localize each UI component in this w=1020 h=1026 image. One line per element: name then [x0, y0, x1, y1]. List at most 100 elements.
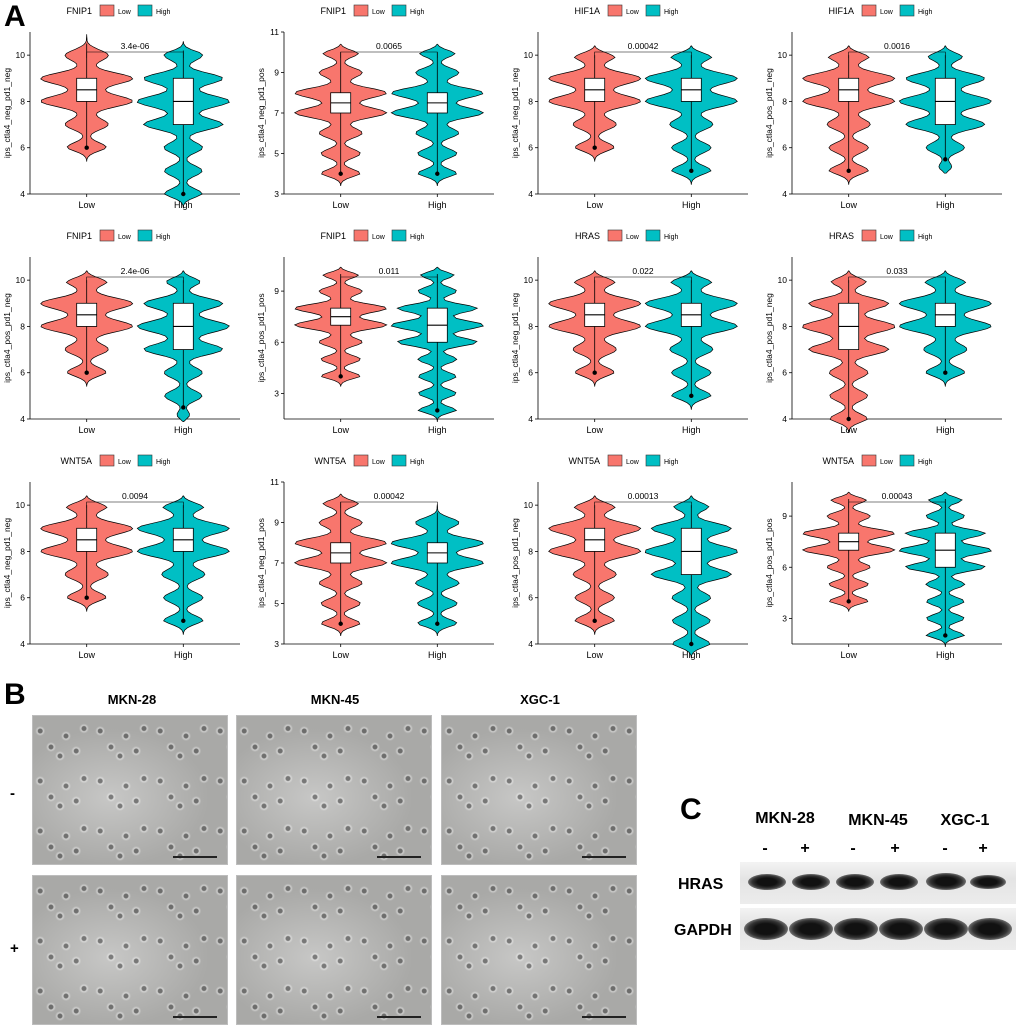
micro-image-xgc1-minus — [441, 715, 637, 865]
y-tick-label: 4 — [20, 189, 25, 199]
violin-panel: WNT5A Low High 4 6 8 10 Low High ips_ctla4_neg_pd… — [2, 454, 240, 660]
legend-gene-label: WNT5A — [315, 456, 347, 466]
legend-label-low: Low — [626, 459, 640, 466]
y-axis-label: ips_ctla4_neg_pd1_neg — [2, 518, 12, 609]
outlier-low — [338, 171, 343, 176]
legend-swatch-high — [391, 454, 407, 467]
legend-swatch-high — [645, 454, 661, 467]
blot-protein-label-hras: HRAS — [678, 876, 724, 893]
y-tick-label: 10 — [778, 50, 788, 60]
outlier-high — [181, 191, 186, 197]
y-tick-label: 4 — [20, 639, 25, 649]
micro-column-label-xgc1: XGC-1 — [520, 692, 560, 707]
panel-letter-a: A — [4, 0, 26, 33]
blot-sign-1: - — [762, 840, 768, 857]
legend-gene-label: WNT5A — [569, 456, 601, 466]
y-tick-label: 6 — [528, 593, 533, 603]
violin-panel: HIF1A Low High 4 6 8 10 Low High ips_ctla4_neg_pd… — [510, 4, 748, 210]
micro-column-label-mkn45: MKN-45 — [310, 692, 360, 707]
y-tick-label: 11 — [270, 477, 279, 487]
legend-swatch-high — [899, 4, 915, 17]
y-axis-label: ips_ctla4_pos_pd1_neg — [764, 68, 774, 158]
x-tick-label: Low — [332, 425, 349, 435]
y-axis-label: ips_ctla4_pos_pd1_neg — [2, 293, 12, 383]
y-tick-label: 6 — [274, 337, 279, 347]
violin-panel: WNT5ALowHigh46810LowHighips_ctla4_pos_pd… — [510, 454, 748, 660]
p-value-label: 0.00043 — [882, 491, 913, 501]
legend-swatch-low — [607, 4, 623, 17]
blot-sign-3: - — [850, 840, 856, 857]
y-tick-label: 10 — [524, 50, 534, 60]
y-tick-label: 6 — [782, 143, 787, 153]
blot-column-label-mkn45: MKN-45 — [848, 812, 908, 829]
y-tick-label: 10 — [16, 275, 26, 285]
y-axis-label: ips_ctla4_neg_pd1_neg — [510, 68, 520, 159]
legend-swatch-high — [391, 229, 407, 242]
y-tick-label: 6 — [528, 143, 533, 153]
significance-bracket — [594, 276, 692, 283]
y-tick-label: 4 — [782, 189, 787, 199]
p-value-label: 0.0016 — [884, 41, 910, 51]
legend-swatch-low — [861, 4, 877, 17]
legend-label-high: High — [156, 234, 171, 241]
y-tick-label: 8 — [528, 96, 533, 106]
legend-gene-label: WNT5A — [61, 456, 93, 466]
legend-label-low: Low — [880, 9, 894, 16]
legend-swatch-high — [899, 229, 915, 242]
y-axis-label: ips_ctla4_neg_pd1_neg — [510, 293, 520, 384]
violin-panel: HIF1A Low High 4 6 8 10 Low High ips_ctla4_pos_pd… — [764, 4, 1002, 210]
x-tick-label: High — [682, 425, 701, 435]
violin-panel: FNIP1 Low High 3 5 7 9 11 Low High ips_ctla4_neg_p… — [256, 4, 494, 210]
significance-bracket — [340, 51, 438, 58]
significance-bracket — [848, 276, 946, 283]
blot-sign-5: - — [942, 840, 948, 857]
y-tick-label: 10 — [778, 275, 788, 285]
x-tick-label: Low — [840, 200, 857, 210]
p-value-label: 0.00042 — [628, 41, 659, 51]
y-tick-label: 7 — [274, 108, 279, 118]
legend-label-low: Low — [372, 234, 386, 241]
y-tick-label: 4 — [528, 639, 533, 649]
y-axis-label: ips_ctla4_pos_pd1_pos — [256, 293, 266, 382]
legend-label-low: Low — [880, 234, 894, 241]
violin-panel: FNIP1 Low High 4 6 8 10 Low High ips_ctla4_pos_pd… — [2, 229, 240, 435]
legend-label-low: Low — [118, 9, 132, 16]
outlier-high — [435, 408, 440, 413]
outlier-high — [689, 168, 694, 174]
micro-row-label-plus: + — [10, 940, 19, 957]
outlier-high — [181, 618, 186, 624]
y-tick-label: 8 — [782, 321, 787, 331]
y-tick-label: 8 — [20, 321, 25, 331]
y-tick-label: 4 — [528, 414, 533, 424]
y-tick-label: 9 — [782, 511, 787, 521]
y-axis-label: ips_ctla4_pos_pd1_neg — [510, 518, 520, 608]
blot-column-label-xgc1: XGC-1 — [940, 812, 990, 829]
y-tick-label: 4 — [782, 414, 787, 424]
significance-bracket — [594, 501, 692, 508]
x-tick-label: High — [936, 425, 955, 435]
legend-label-high: High — [918, 9, 933, 16]
x-tick-label: High — [428, 650, 447, 660]
p-value-label: 0.00042 — [374, 491, 405, 501]
legend-swatch-high — [137, 4, 153, 17]
y-tick-label: 10 — [16, 500, 26, 510]
legend-gene-label: FNIP1 — [66, 6, 92, 16]
legend-label-high: High — [664, 234, 679, 241]
legend-label-high: High — [918, 459, 933, 466]
y-tick-label: 5 — [274, 599, 279, 609]
violin-plot-grid: FNIP1 Low High 4 6 8 10 Low High ips_ctla4_neg_pd… — [2, 4, 1002, 660]
outlier-low — [846, 599, 851, 604]
significance-bracket — [86, 501, 184, 508]
violin-panel: FNIP1LowHigh46810LowHighips_ctla4_neg_pd… — [2, 4, 240, 210]
legend-gene-label: WNT5A — [823, 456, 855, 466]
y-tick-label: 8 — [528, 321, 533, 331]
legend-gene-label: HIF1A — [574, 6, 600, 16]
outlier-low — [338, 621, 343, 626]
blot-sign-4: + — [890, 840, 900, 857]
y-tick-label: 6 — [782, 562, 787, 572]
micro-image-mkn45-minus — [236, 715, 432, 865]
x-tick-label: Low — [78, 425, 95, 435]
outlier-low — [84, 370, 89, 375]
violin-panel: WNT5A Low High 3 6 9 Low High ips_ctla4_pos_pd1_… — [764, 454, 1002, 660]
legend-label-low: Low — [626, 9, 640, 16]
